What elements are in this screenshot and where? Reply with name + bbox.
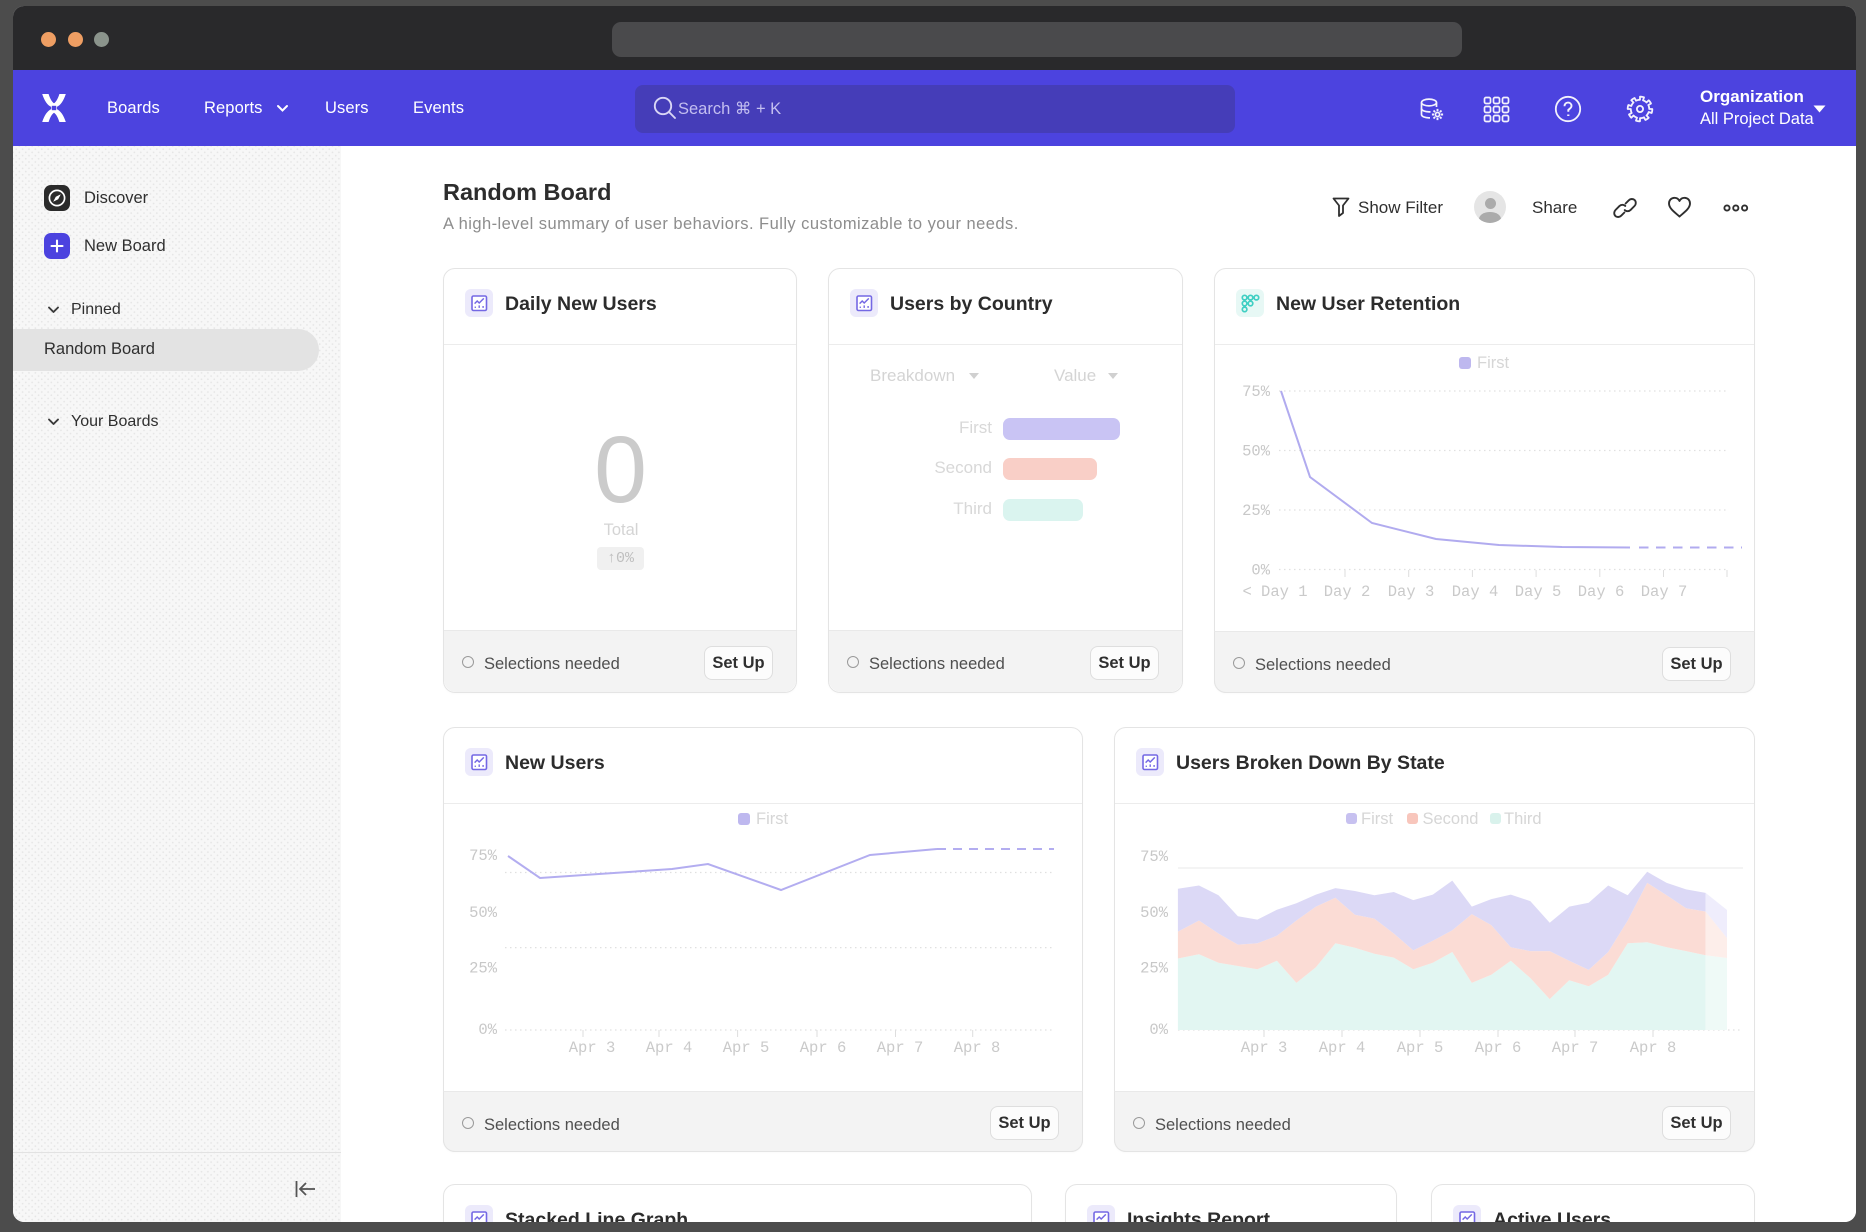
svg-text:Day 5: Day 5 bbox=[1515, 583, 1562, 601]
svg-text:Apr 7: Apr 7 bbox=[1552, 1039, 1599, 1057]
svg-text:Apr 7: Apr 7 bbox=[877, 1039, 924, 1057]
svg-text:Apr 8: Apr 8 bbox=[1630, 1039, 1677, 1057]
svg-text:Apr 3: Apr 3 bbox=[569, 1039, 616, 1057]
svg-text:0%: 0% bbox=[478, 1021, 497, 1039]
svg-text:Apr 3: Apr 3 bbox=[1241, 1039, 1288, 1057]
svg-text:Apr 4: Apr 4 bbox=[646, 1039, 693, 1057]
svg-text:Apr 8: Apr 8 bbox=[954, 1039, 1001, 1057]
svg-text:Day 3: Day 3 bbox=[1388, 583, 1435, 601]
svg-text:0%: 0% bbox=[1251, 562, 1270, 580]
svg-text:Apr 4: Apr 4 bbox=[1319, 1039, 1366, 1057]
svg-text:50%: 50% bbox=[1140, 904, 1169, 922]
svg-text:75%: 75% bbox=[1140, 848, 1169, 866]
svg-text:Day 4: Day 4 bbox=[1452, 583, 1499, 601]
svg-text:0%: 0% bbox=[1149, 1021, 1168, 1039]
svg-text:25%: 25% bbox=[469, 960, 498, 978]
svg-text:25%: 25% bbox=[1242, 502, 1271, 520]
svg-text:75%: 75% bbox=[469, 847, 498, 865]
svg-text:Apr 6: Apr 6 bbox=[800, 1039, 847, 1057]
svg-text:Apr 5: Apr 5 bbox=[723, 1039, 770, 1057]
svg-text:< Day 1: < Day 1 bbox=[1242, 583, 1307, 601]
svg-text:75%: 75% bbox=[1242, 383, 1271, 401]
svg-text:50%: 50% bbox=[1242, 443, 1271, 461]
svg-text:Day 6: Day 6 bbox=[1578, 583, 1625, 601]
svg-text:Apr 5: Apr 5 bbox=[1397, 1039, 1444, 1057]
svg-text:Apr 6: Apr 6 bbox=[1475, 1039, 1522, 1057]
svg-text:Day 2: Day 2 bbox=[1324, 583, 1371, 601]
svg-text:Day 7: Day 7 bbox=[1641, 583, 1688, 601]
svg-text:50%: 50% bbox=[469, 904, 498, 922]
svg-text:25%: 25% bbox=[1140, 960, 1169, 978]
